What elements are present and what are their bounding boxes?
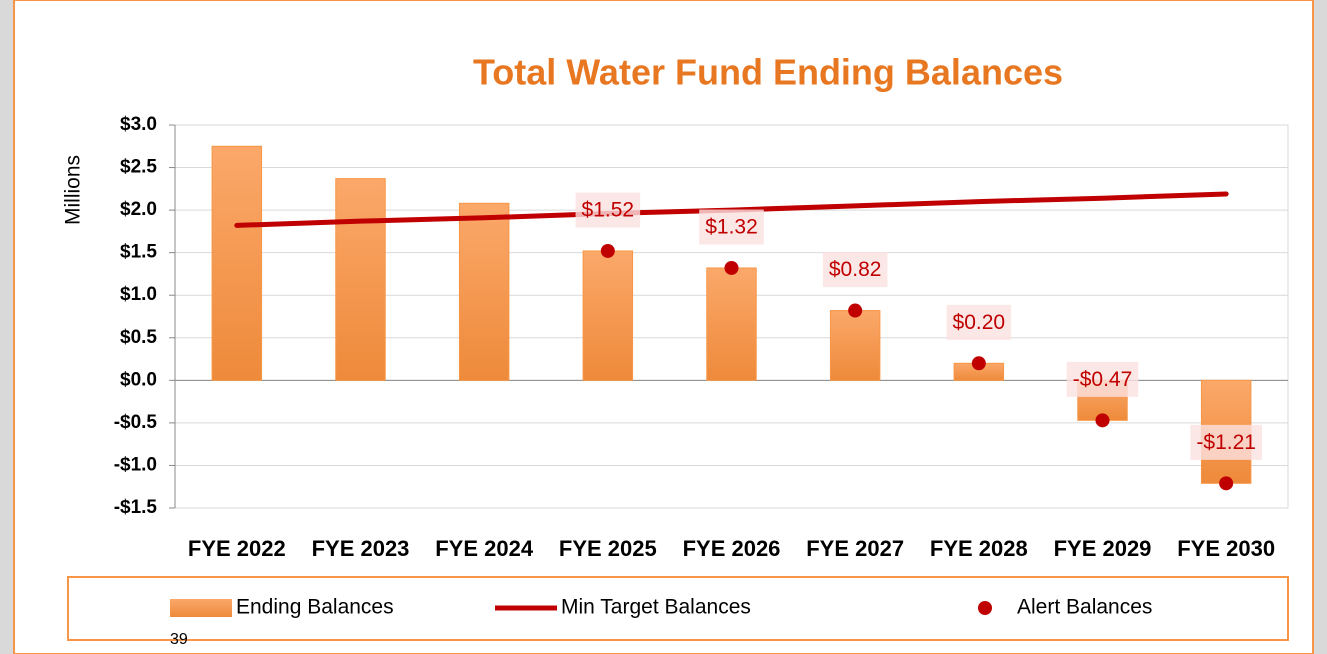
- x-tick-label: FYE 2022: [188, 536, 286, 561]
- data-label-bg: [946, 304, 1012, 340]
- legend-label: Min Target Balances: [561, 596, 751, 619]
- data-label: $0.82: [829, 258, 882, 281]
- y-tick-label: -$0.5: [114, 412, 158, 433]
- data-label-group: $0.20: [946, 304, 1012, 340]
- dot: [724, 260, 739, 275]
- x-tick-label: FYE 2029: [1054, 536, 1152, 561]
- legend-box: [67, 576, 1289, 641]
- data-label-group: -$1.21: [1190, 424, 1262, 460]
- y-tick-label: $1.5: [120, 242, 157, 263]
- x-tick-label: FYE 2026: [683, 536, 781, 561]
- dot: [971, 356, 986, 371]
- y-axis-label: Millions: [62, 155, 85, 225]
- data-label: $0.20: [953, 311, 1006, 334]
- data-label-bg: [699, 209, 764, 245]
- dot: [600, 243, 615, 258]
- data-label-group: $0.82: [822, 252, 888, 288]
- data-label-bg: [1190, 424, 1262, 460]
- legend-label: Ending Balances: [236, 596, 394, 619]
- y-tick-label: $0.0: [120, 369, 157, 390]
- y-tick-label: $2.5: [120, 157, 157, 178]
- x-tick-label: FYE 2025: [559, 536, 657, 561]
- dot: [1219, 476, 1234, 491]
- x-tick-label: FYE 2030: [1177, 536, 1275, 561]
- legend-label: Alert Balances: [1017, 596, 1152, 619]
- x-tick-label: FYE 2028: [930, 536, 1028, 561]
- data-label-bg: [822, 252, 888, 288]
- bar: [211, 145, 263, 381]
- data-label: -$0.47: [1073, 368, 1133, 391]
- dot: [848, 303, 863, 318]
- data-label-bg: [1066, 361, 1139, 397]
- y-tick-label: $0.5: [120, 327, 157, 348]
- data-label-group: $1.52: [575, 192, 641, 228]
- data-label-group: -$0.47: [1066, 361, 1139, 397]
- legend-swatch: [978, 601, 992, 615]
- data-label-bg: [575, 192, 641, 228]
- legend-swatch: [170, 599, 232, 617]
- y-tick-label: $3.0: [120, 114, 157, 135]
- page-number: 39: [170, 631, 188, 648]
- bar: [829, 310, 881, 381]
- data-label: -$1.21: [1196, 431, 1256, 454]
- data-label: $1.52: [582, 199, 635, 222]
- bar: [458, 202, 510, 381]
- bar: [706, 267, 757, 381]
- data-label-group: $1.32: [699, 209, 764, 245]
- data-label: $1.32: [705, 216, 758, 239]
- bar: [582, 250, 634, 381]
- y-tick-label: -$1.0: [114, 454, 157, 475]
- bar: [335, 178, 386, 381]
- chart-title: Total Water Fund Ending Balances: [473, 52, 1063, 93]
- x-tick-label: FYE 2027: [806, 536, 904, 561]
- x-tick-label: FYE 2023: [312, 536, 410, 561]
- x-tick-label: FYE 2024: [435, 536, 534, 561]
- y-tick-label: $2.0: [120, 199, 157, 220]
- y-tick-label: -$1.5: [114, 497, 158, 518]
- y-tick-label: $1.0: [120, 284, 157, 305]
- dot: [1095, 413, 1110, 428]
